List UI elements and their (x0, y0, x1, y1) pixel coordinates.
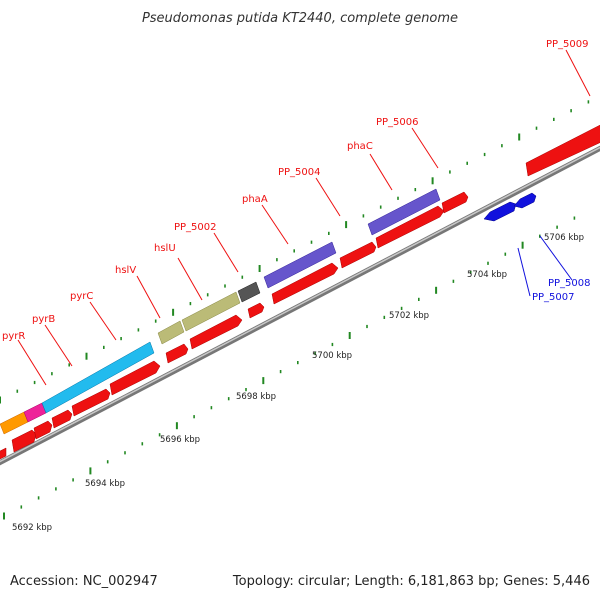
scale-label-5704: 5704 kbp (467, 270, 507, 280)
PP_5002-box (237, 281, 261, 303)
accession-text: Accession: NC_002947 (10, 574, 158, 589)
gene-label-phaC: phaC (347, 141, 373, 152)
scale-labels: 5692 kbp 5694 kbp 5696 kbp 5698 kbp 5700… (12, 233, 584, 533)
gene-label-PP_5004: PP_5004 (278, 167, 321, 178)
gene-label-leaders (17, 49, 591, 386)
gene-label-hslU: hslU (154, 243, 176, 254)
gene-label-PP_5007: PP_5007 (532, 292, 575, 303)
scale-label-5702: 5702 kbp (389, 311, 429, 321)
scale-tick-row (3, 216, 576, 520)
gene-label-PP_5006: PP_5006 (376, 117, 419, 128)
gene-label-pyrR: pyrR (2, 331, 25, 342)
gene-arrow (165, 343, 189, 364)
gene-arrow (513, 192, 537, 209)
reverse-strand-genes (483, 192, 537, 222)
scale-label-5696: 5696 kbp (160, 435, 200, 445)
gene-label-PP_5009: PP_5009 (546, 39, 589, 50)
gene-labels-reverse: PP_5007 PP_5008 (532, 278, 591, 303)
gene-label-phaA: phaA (242, 194, 268, 205)
genome-backbone (0, 145, 600, 466)
gene-arrow (375, 205, 445, 249)
hslU-box (181, 291, 241, 332)
scale-label-5706: 5706 kbp (544, 233, 584, 243)
gene-arrow (71, 388, 111, 417)
gene-arrow (11, 429, 37, 453)
phaC-box (367, 188, 441, 236)
scale-label-5694: 5694 kbp (85, 479, 125, 489)
forward-strand-genes (0, 124, 600, 460)
scale-label-5692: 5692 kbp (12, 523, 52, 533)
gene-arrow (33, 420, 53, 440)
gene-arrow (189, 314, 243, 350)
phaA-box (263, 241, 337, 289)
scale-label-5698: 5698 kbp (236, 392, 276, 402)
gene-arrow (271, 262, 339, 305)
outer-tick-row (0, 100, 590, 404)
pyrC-box (41, 341, 155, 414)
gene-arrow (441, 191, 469, 214)
gene-arrow (525, 124, 600, 177)
gene-arrow (109, 360, 161, 396)
gene-arrow (0, 447, 7, 460)
gene-label-PP_5002: PP_5002 (174, 222, 217, 233)
gene-label-PP_5008: PP_5008 (548, 278, 591, 289)
genome-summary-text: Topology: circular; Length: 6,181,863 bp… (232, 574, 590, 589)
map-title: Pseudomonas putida KT2440, complete geno… (142, 11, 458, 26)
gene-label-pyrC: pyrC (70, 291, 93, 302)
gene-arrow (51, 409, 73, 429)
gene-labels-forward: pyrR pyrB pyrC hslV hslU PP_5002 phaA PP… (2, 39, 589, 342)
gene-arrow (247, 302, 265, 319)
hslV-box (157, 320, 185, 345)
gene-arrow (483, 201, 517, 222)
pyr-operon-box (0, 411, 29, 435)
scale-label-5700: 5700 kbp (312, 351, 352, 361)
gene-label-hslV: hslV (115, 265, 136, 276)
pyrB-box (23, 402, 47, 423)
gene-label-pyrB: pyrB (32, 314, 55, 325)
feature-boxes (0, 188, 441, 435)
gene-arrow (339, 241, 377, 269)
